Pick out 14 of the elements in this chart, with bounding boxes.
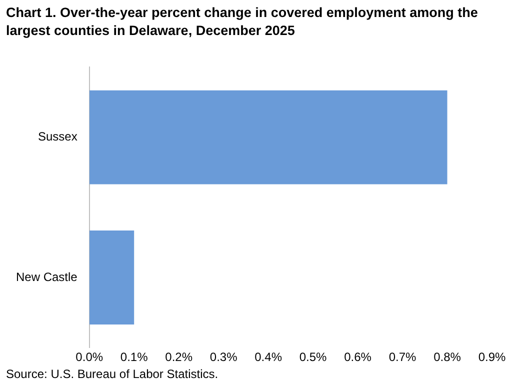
source-note: Source: U.S. Bureau of Labor Statistics. [6, 367, 218, 381]
y-tick-label: New Castle [16, 270, 78, 284]
x-tick-label: 0.0% [76, 350, 104, 364]
x-tick-label: 0.5% [299, 350, 328, 364]
x-tick-label: 0.6% [344, 350, 372, 364]
x-tick-label: 0.1% [120, 350, 148, 364]
x-tick-label: 0.4% [254, 350, 282, 364]
x-tick-label: 0.8% [434, 350, 462, 364]
chart-title: Chart 1. Over-the-year percent change in covered employment among the largest counties in Delaware, December 2025 [6, 4, 479, 40]
y-tick-label: Sussex [38, 130, 78, 144]
x-tick-label: 0.2% [165, 350, 193, 364]
x-tick-label: 0.9% [478, 350, 506, 364]
x-tick-label: 0.7% [388, 350, 417, 364]
x-tick-label: 0.3% [210, 350, 238, 364]
